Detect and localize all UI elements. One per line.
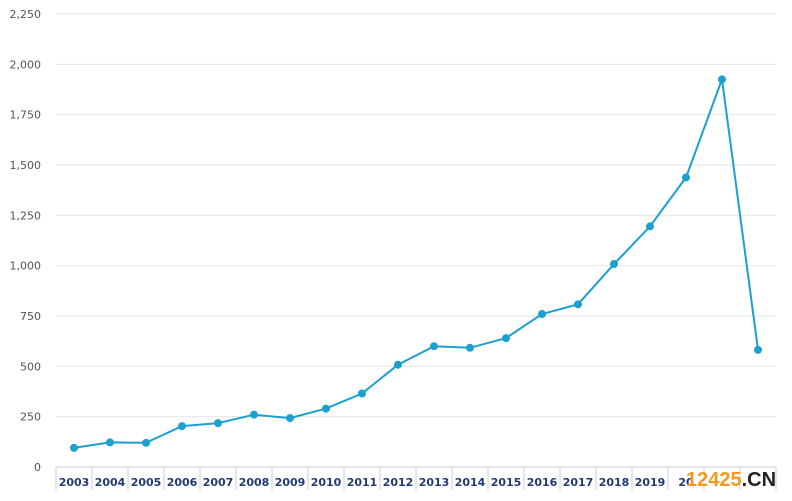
data-point[interactable] <box>394 360 402 369</box>
y-tick-label: 1,250 <box>10 209 42 222</box>
x-tick-label: 2008 <box>239 476 270 489</box>
y-tick-label: 1,750 <box>10 109 42 122</box>
data-point[interactable] <box>538 309 546 318</box>
data-point[interactable] <box>430 342 438 351</box>
series-layer <box>70 75 762 452</box>
data-point[interactable] <box>322 404 330 413</box>
watermark-part-1: 12425 <box>686 469 742 491</box>
x-tick-label: 2003 <box>59 476 90 489</box>
x-tick-label: 2006 <box>167 476 198 489</box>
watermark: 12425.CN <box>686 469 776 491</box>
data-point[interactable] <box>178 422 186 431</box>
data-point[interactable] <box>502 334 510 343</box>
y-tick-label: 0 <box>34 461 41 474</box>
data-point[interactable] <box>358 389 366 398</box>
watermark-number: 12425.CN <box>686 469 776 491</box>
x-tick-label: 2015 <box>491 476 522 489</box>
x-tick-label: 2011 <box>347 476 378 489</box>
x-tick-label: 2004 <box>95 476 126 489</box>
data-point[interactable] <box>682 173 690 182</box>
data-point[interactable] <box>286 414 294 423</box>
y-axis: 0 250 500 750 1,000 1,250 1,500 1,750 2,000 2,250 <box>10 8 42 474</box>
y-tick-label: 1,500 <box>10 159 42 172</box>
data-point[interactable] <box>646 222 654 231</box>
y-tick-label: 500 <box>20 360 41 373</box>
x-tick-label: 2016 <box>527 476 558 489</box>
x-tick-label: 2005 <box>131 476 162 489</box>
data-point[interactable] <box>70 443 78 452</box>
data-point[interactable] <box>610 260 618 269</box>
y-tick-label: 750 <box>20 310 41 323</box>
x-axis: 2003 2004 2005 2006 2007 2008 2009 2010 2011 2012… <box>55 466 777 490</box>
data-point[interactable] <box>250 410 258 419</box>
x-tick-label: 2019 <box>635 476 666 489</box>
data-point[interactable] <box>718 75 726 84</box>
y-tick-label: 1,000 <box>10 260 42 273</box>
data-point[interactable] <box>754 345 762 354</box>
x-tick-label: 2009 <box>275 476 306 489</box>
x-tick-label: 2007 <box>203 476 234 489</box>
x-tick-label: 2014 <box>455 476 486 489</box>
data-point[interactable] <box>574 300 582 309</box>
x-tick-label: 2010 <box>311 476 342 489</box>
x-tick-label: 2012 <box>383 476 414 489</box>
data-point[interactable] <box>106 438 114 447</box>
gridlines <box>56 13 776 418</box>
x-tick-label: 2013 <box>419 476 450 489</box>
y-tick-label: 2,000 <box>10 58 42 71</box>
x-tick-label: 20 <box>678 476 694 489</box>
watermark-part-2: .CN <box>742 469 776 491</box>
x-tick-label: 2018 <box>599 476 630 489</box>
data-point[interactable] <box>466 343 474 352</box>
y-tick-label: 250 <box>20 411 41 424</box>
x-tick-label: 2017 <box>563 476 594 489</box>
series-line <box>73 79 759 449</box>
data-point[interactable] <box>214 419 222 428</box>
y-tick-label: 2,250 <box>10 8 42 21</box>
data-point[interactable] <box>142 438 150 447</box>
